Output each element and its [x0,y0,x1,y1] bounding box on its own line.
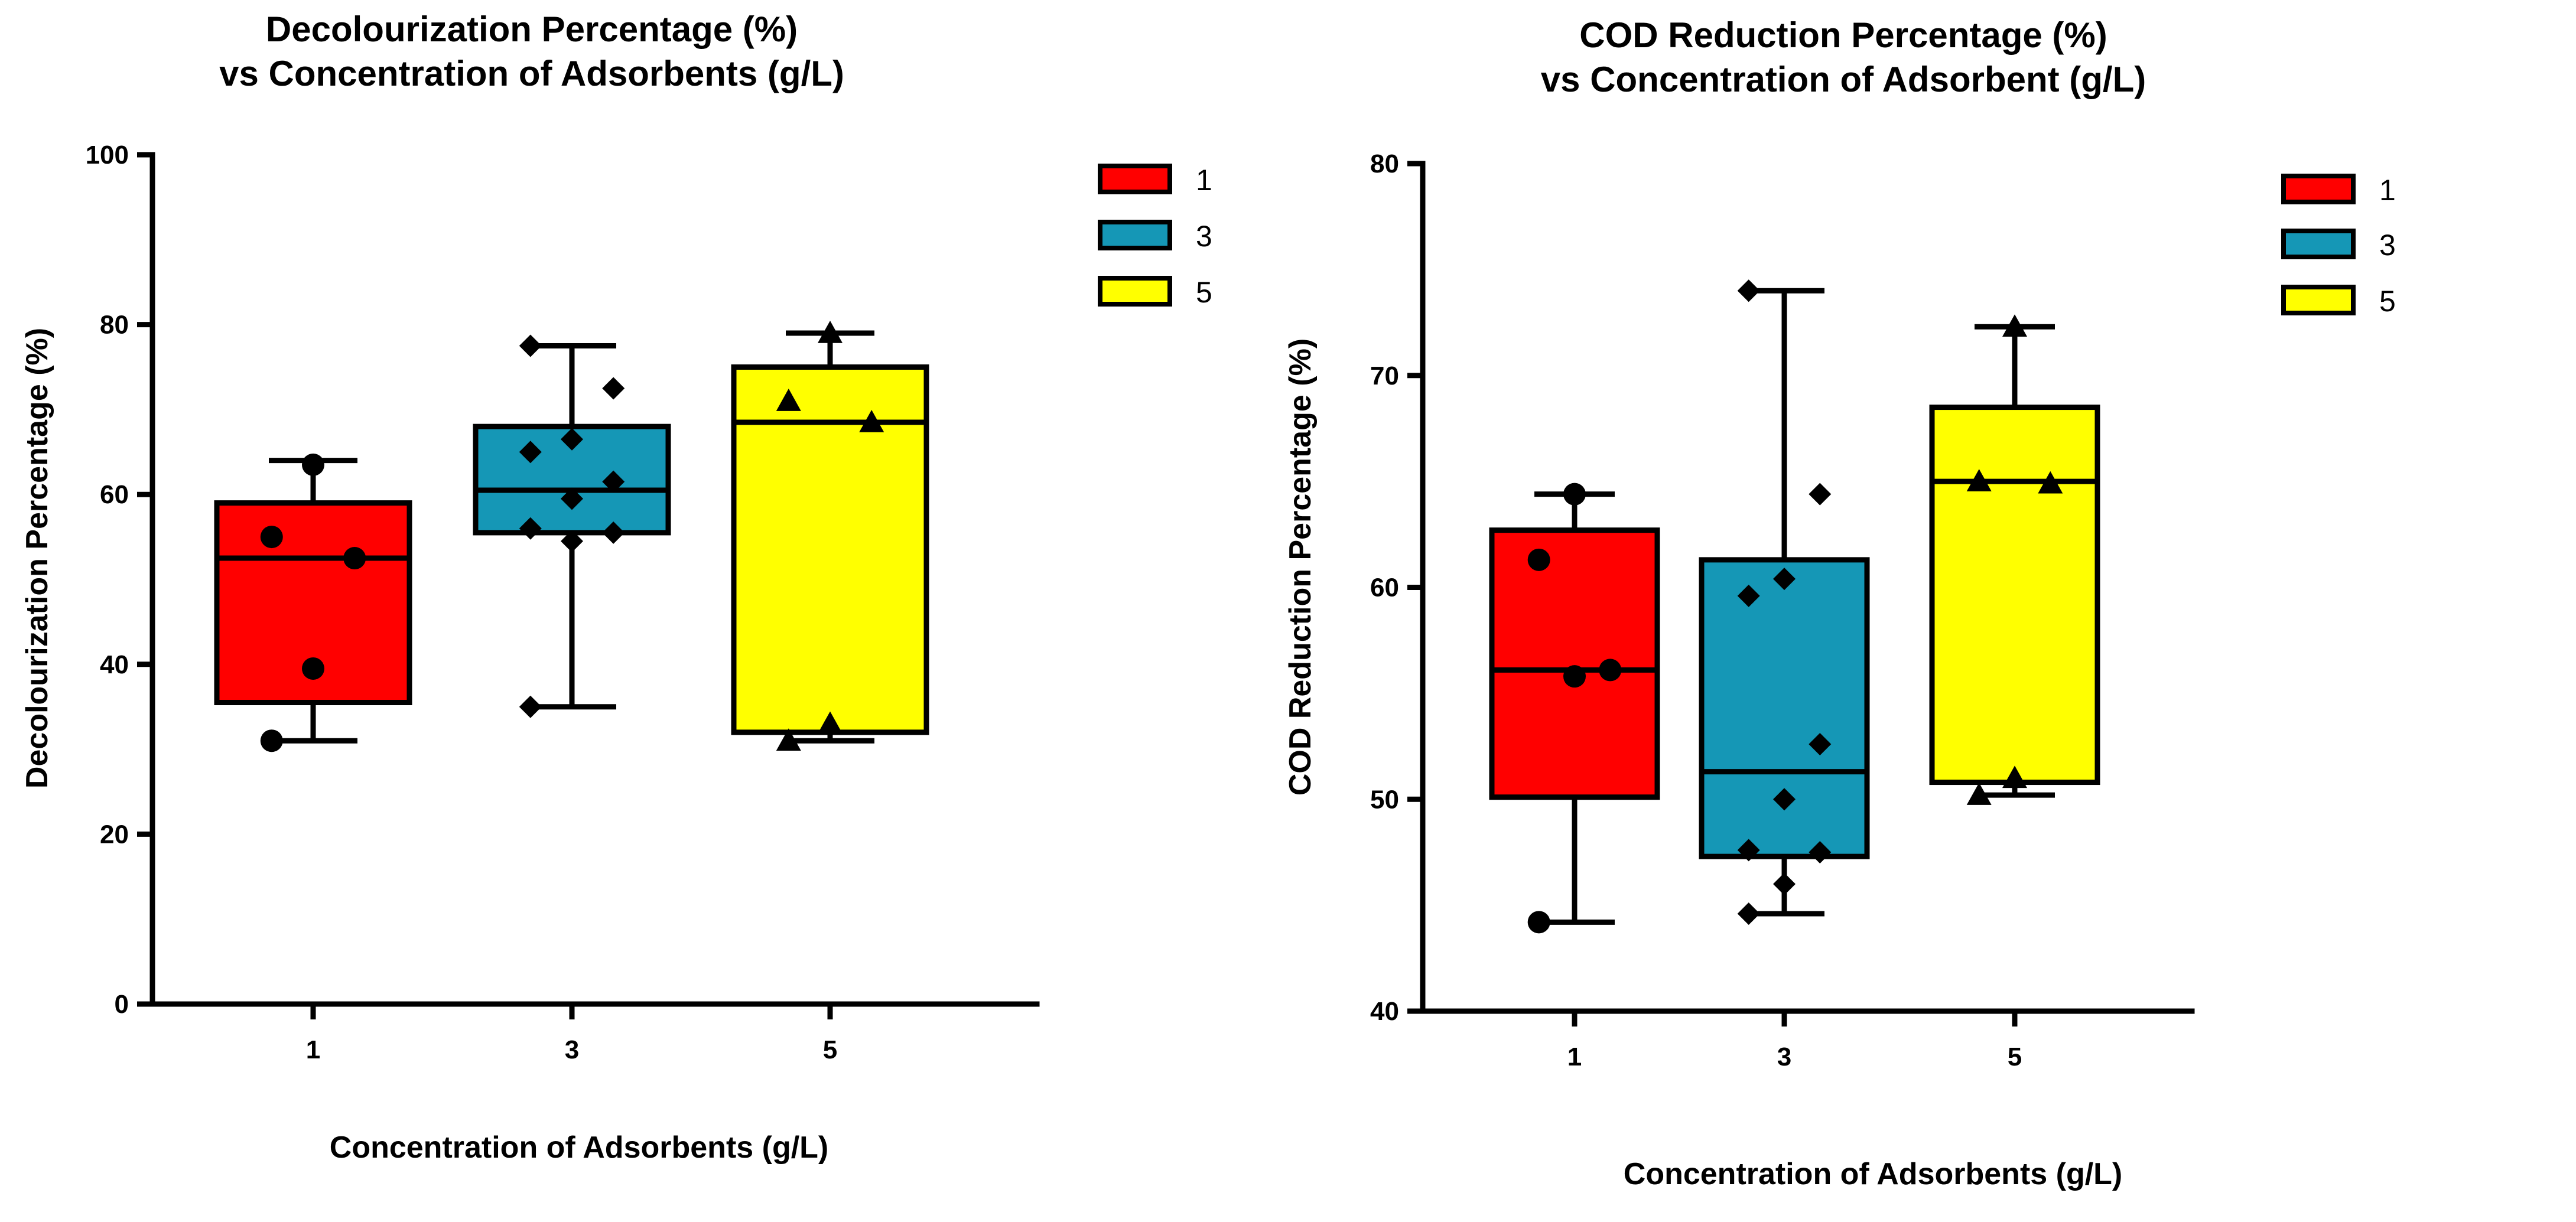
x-tick-label: 3 [1777,1042,1791,1071]
legend-label: 5 [1196,276,1212,309]
data-point [302,657,324,680]
box-iqr [1929,405,2100,786]
data-point [818,320,843,343]
chart-title-line-2: vs Concentration of Adsorbents (g/L) [219,54,844,93]
legend-label: 3 [1196,220,1212,253]
x-axis-label: Concentration of Adsorbents (g/L) [330,1130,828,1165]
data-point [519,517,542,540]
data-point [1773,568,1796,591]
data-point [1599,659,1622,682]
y-axis-label: COD Reduction Percentage (%) [1283,338,1318,796]
data-point [776,728,801,751]
data-point [1737,279,1760,302]
chart-title-line-1: Decolourization Percentage (%) [266,9,798,49]
data-point [519,441,542,464]
data-point [1563,483,1586,506]
y-tick-label: 70 [1370,361,1399,390]
legend: 1 3 5 [1098,164,1212,309]
data-point [1773,788,1796,811]
data-point [1809,732,1832,755]
data-point [2002,314,2027,337]
x-tick-label: 5 [2008,1042,2022,1071]
chart-title-line-1: COD Reduction Percentage (%) [1579,15,2107,55]
data-point [2002,765,2027,788]
data-point [260,526,283,549]
data-point [343,547,366,570]
box-iqr [1489,527,1660,800]
data-point [602,521,625,544]
x-tick-label: 3 [565,1035,579,1064]
legend: 1 3 5 [2281,174,2396,318]
data-point [818,711,843,734]
data-point [1966,783,1992,805]
data-point [1527,548,1550,571]
chart-decolourization: Decolourization Percentage (%) vs Concen… [20,9,1212,1165]
data-point [1737,839,1760,862]
legend-swatch [1098,276,1172,307]
y-tick-label: 100 [86,141,129,170]
data-point [302,453,324,476]
y-tick-label: 80 [100,311,129,340]
box-group-5 [731,320,929,751]
y-tick-label: 0 [115,990,129,1019]
data-point [260,729,283,752]
data-point [1737,902,1760,925]
box-group-1 [214,453,412,752]
data-point [1737,584,1760,607]
data-point [1773,872,1796,895]
data-point [561,530,583,553]
data-point [1527,911,1550,934]
x-tick-label: 1 [1567,1042,1582,1071]
box-group-5 [1929,314,2100,805]
data-point [561,487,583,510]
data-point [1966,469,1992,491]
y-tick-label: 40 [1370,997,1399,1026]
box-group-3 [473,334,671,718]
legend-label: 3 [2379,229,2396,262]
legend-label: 1 [1196,164,1212,197]
plot-area: 0 20 40 60 80 100 1 3 5 [86,141,1040,1064]
data-point [1809,483,1832,506]
data-point [519,695,542,718]
data-point [519,334,542,357]
y-axis-label: Decolourization Percentage (%) [20,328,54,788]
box-iqr [1699,557,1870,859]
x-axis-label: Concentration of Adsorbents (g/L) [1624,1157,2122,1191]
y-tick-label: 60 [1370,573,1399,602]
chart-cod-reduction: COD Reduction Percentage (%) vs Concentr… [1283,15,2396,1191]
data-point [602,470,625,493]
y-tick-label: 60 [100,480,129,509]
legend-swatch [1098,220,1172,250]
y-tick-label: 80 [1370,149,1399,178]
data-point [1563,665,1586,688]
data-point [859,409,884,432]
legend-swatch [2281,174,2356,204]
y-tick-label: 50 [1370,785,1399,814]
box-group-3 [1699,279,1870,925]
y-tick-label: 20 [100,820,129,849]
data-point [776,389,801,411]
legend-swatch [2281,229,2356,259]
data-point [1809,840,1832,863]
data-point [2038,471,2063,494]
chart-title-line-2: vs Concentration of Adsorbent (g/L) [1541,60,2146,99]
legend-swatch [1098,164,1172,194]
y-tick-label: 40 [100,650,129,679]
plot-area: 40 50 60 70 80 1 3 5 [1370,149,2195,1071]
legend-label: 1 [2379,174,2396,207]
legend-swatch [2281,285,2356,315]
data-point [561,428,583,451]
x-tick-label: 1 [306,1035,320,1064]
legend-label: 5 [2379,285,2396,318]
x-tick-label: 5 [823,1035,837,1064]
box-group-1 [1489,483,1660,934]
data-point [602,377,625,400]
box-iqr [731,364,929,735]
